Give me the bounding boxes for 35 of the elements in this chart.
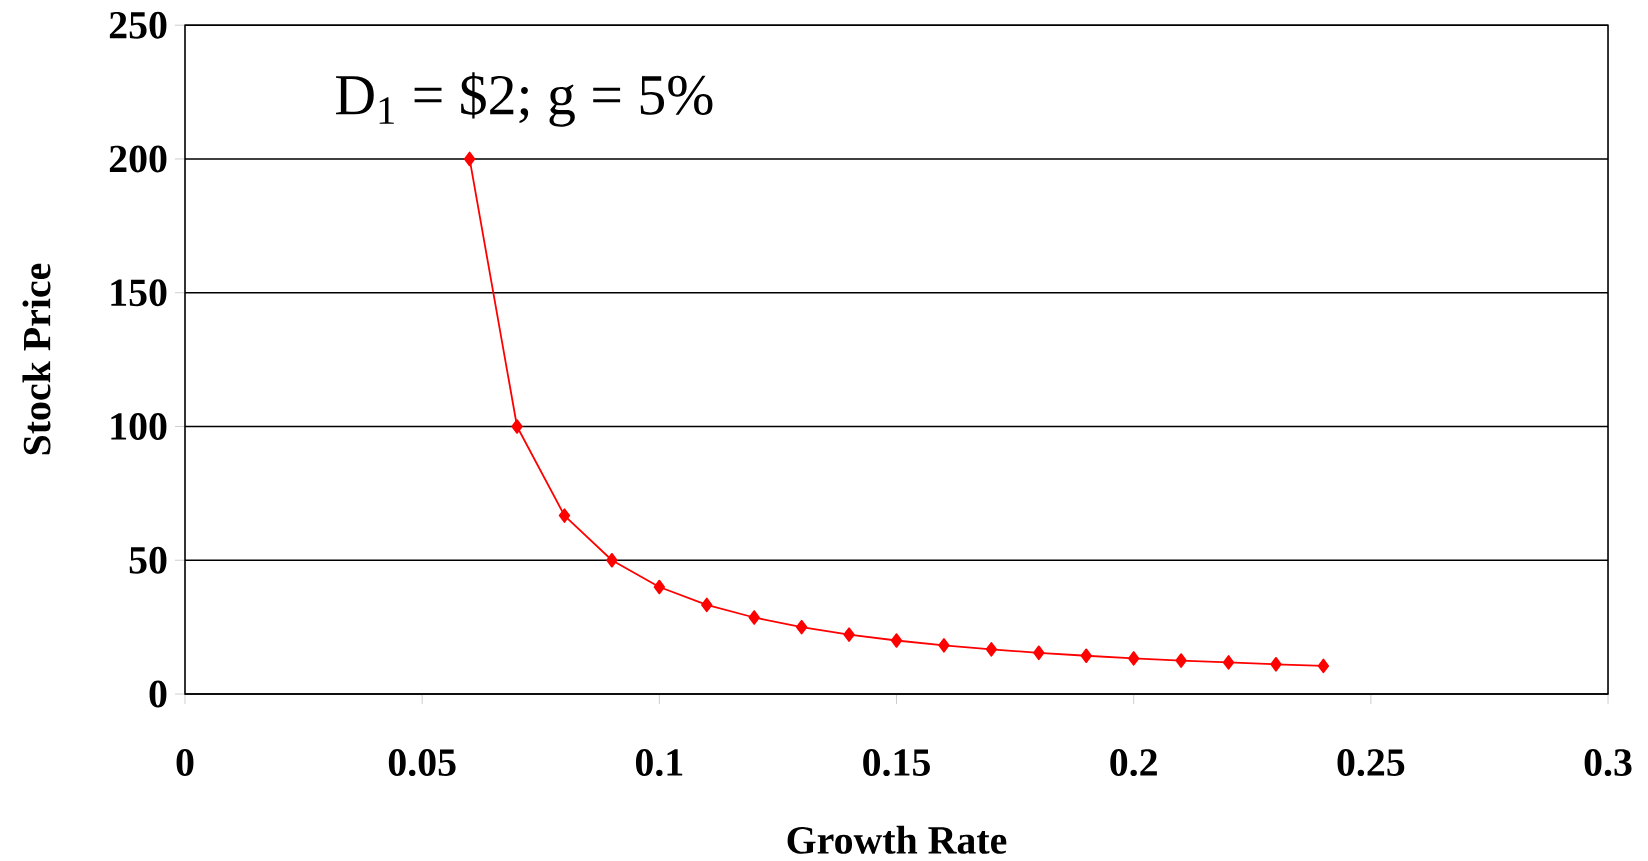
y-tick-label: 150	[111, 279, 167, 307]
point	[1317, 658, 1330, 674]
x-tick-label: 0.2	[1110, 749, 1157, 777]
x-tick-label: 0.25	[1337, 749, 1405, 777]
point	[1270, 657, 1282, 672]
point	[938, 638, 950, 653]
point	[701, 597, 713, 613]
y-tick-label: 200	[109, 145, 167, 173]
y-tick-label: 50	[129, 546, 167, 574]
y-tick-label: 250	[109, 11, 167, 39]
x-axis-title: Growth Rate	[787, 825, 1007, 854]
point	[795, 619, 808, 635]
point	[653, 579, 666, 595]
point	[511, 419, 523, 434]
x-tick-label: 0.15	[863, 749, 930, 777]
point	[1033, 645, 1045, 661]
x-tick-label: 0	[176, 749, 194, 776]
point	[843, 627, 855, 642]
point	[985, 642, 998, 657]
y-axis-title: Stock Price	[22, 263, 51, 455]
x-tick-label: 0.05	[388, 749, 456, 777]
y-tick-label: 100	[111, 413, 167, 440]
point	[748, 610, 760, 625]
point	[1127, 651, 1140, 666]
point	[1080, 648, 1092, 664]
point	[890, 633, 903, 648]
point	[1222, 655, 1235, 670]
y-tick-label: 0	[149, 680, 167, 708]
point	[463, 151, 476, 167]
annotation: D$_{1}$ = $2; g = 5%	[336, 72, 713, 127]
point	[558, 508, 571, 523]
point	[1175, 653, 1187, 668]
x-tick-label: 0.1	[635, 749, 683, 777]
point	[606, 552, 618, 568]
x-tick-label: 0.3	[1584, 749, 1632, 777]
